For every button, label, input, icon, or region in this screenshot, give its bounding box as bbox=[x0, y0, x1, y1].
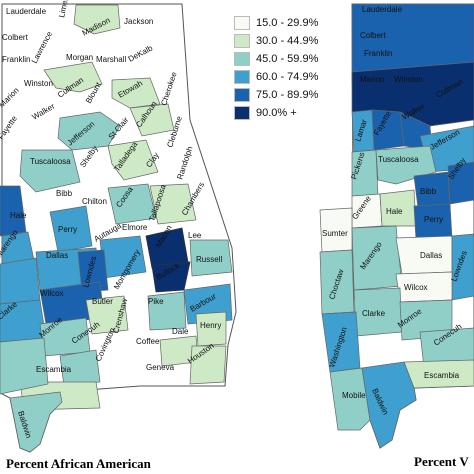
right-label-mobile: Mobile bbox=[342, 391, 366, 400]
right-label-tuscaloosa: Tuscaloosa bbox=[378, 155, 419, 164]
left-region-talladega bbox=[107, 139, 159, 181]
left-label-dallas: Dallas bbox=[46, 251, 68, 260]
left-region-marengo bbox=[0, 257, 41, 305]
left-label-franklin: Franklin bbox=[2, 55, 30, 64]
left-region-baldwin bbox=[9, 391, 63, 453]
right-region-marengo bbox=[351, 225, 403, 291]
legend-label: 90.0% + bbox=[256, 107, 297, 119]
left-label-russell: Russell bbox=[196, 255, 222, 264]
left-label-dale: Dale bbox=[172, 327, 189, 336]
left-label-escambia: Escambia bbox=[36, 365, 72, 374]
left-region-north-b bbox=[43, 61, 103, 93]
left-region-butler bbox=[85, 295, 129, 335]
left-region-conecuh bbox=[59, 349, 101, 387]
right-label-dallas: Dallas bbox=[420, 251, 442, 260]
left-label-jackson: Jackson bbox=[124, 17, 153, 26]
right-label-bibb: Bibb bbox=[420, 187, 437, 196]
legend-item: 15.0 - 29.9% bbox=[234, 14, 344, 32]
right-label-franklin: Franklin bbox=[364, 49, 392, 58]
left-region-coosa bbox=[107, 183, 157, 225]
legend-item: 45.0 - 59.9% bbox=[234, 50, 344, 68]
left-label-henry: Henry bbox=[200, 321, 221, 330]
legend-swatch bbox=[234, 106, 250, 120]
right-label-marion: Marion bbox=[360, 75, 384, 84]
legend-swatch bbox=[234, 70, 250, 84]
left-region-perry bbox=[49, 205, 93, 253]
legend-item: 30.0 - 44.9% bbox=[234, 32, 344, 50]
right-label-clarke: Clarke bbox=[362, 309, 386, 318]
legend-item: 60.0 - 74.9% bbox=[234, 68, 344, 86]
left-region-tuscaloosa bbox=[19, 149, 81, 193]
right-label-winston: Winston bbox=[394, 75, 423, 84]
legend-label: 60.0 - 74.9% bbox=[256, 71, 319, 83]
right-label-hale: Hale bbox=[386, 207, 403, 216]
right-label-colbert: Colbert bbox=[360, 31, 387, 40]
left-label-tuscaloosa: Tuscaloosa bbox=[30, 157, 71, 166]
left-region-south-west bbox=[0, 337, 49, 395]
left-label-butler: Butler bbox=[92, 297, 113, 306]
left-map: Lauderdale Limestone Madison Jackson Col… bbox=[0, 0, 237, 453]
legend-swatch bbox=[234, 34, 250, 48]
right-label-escambia: Escambia bbox=[424, 371, 460, 380]
left-region-calhoun bbox=[129, 103, 175, 137]
right-region-baldwin bbox=[361, 361, 417, 449]
right-map: Lauderdale Colbert Franklin Marion Winst… bbox=[319, 3, 474, 449]
left-label-pike: Pike bbox=[148, 297, 164, 306]
left-label-hale: Hale bbox=[10, 211, 27, 220]
right-label-wilcox: Wilcox bbox=[404, 283, 428, 292]
left-label-chilton: Chilton bbox=[82, 197, 107, 206]
legend-label: 30.0 - 44.9% bbox=[256, 35, 319, 47]
legend-label: 45.0 - 59.9% bbox=[256, 53, 319, 65]
left-region-tallapoosa bbox=[149, 183, 197, 225]
left-label-morgan: Morgan bbox=[66, 53, 93, 62]
left-label-wilcox: Wilcox bbox=[40, 289, 64, 298]
legend-swatch bbox=[234, 52, 250, 66]
left-region-houston bbox=[189, 345, 227, 385]
left-label-lauderdale: Lauderdale bbox=[6, 7, 47, 16]
left-label-marshall: Marshall bbox=[96, 55, 126, 64]
legend-label: 75.0 - 89.9% bbox=[256, 89, 319, 101]
left-region-russell bbox=[189, 239, 233, 277]
left-label-elmore: Elmore bbox=[122, 223, 148, 232]
left-label-lee: Lee bbox=[188, 231, 202, 240]
right-map-caption: Percent V bbox=[414, 454, 469, 469]
left-map-caption: Percent African American bbox=[6, 456, 151, 471]
left-label-colbert: Colbert bbox=[2, 33, 29, 42]
right-label-lauderdale: Lauderdale bbox=[362, 5, 403, 14]
right-region-conecuh bbox=[419, 327, 474, 369]
right-label-sumter: Sumter bbox=[322, 229, 348, 238]
legend-item: 75.0 - 89.9% bbox=[234, 86, 344, 104]
legend-swatch bbox=[234, 16, 250, 30]
right-label-perry: Perry bbox=[424, 215, 443, 224]
left-label-winston: Winston bbox=[24, 79, 53, 88]
left-region-pike bbox=[147, 291, 187, 331]
legend-label: 15.0 - 29.9% bbox=[256, 17, 319, 29]
right-region-north bbox=[351, 3, 474, 85]
left-region-etowah bbox=[111, 77, 161, 109]
left-label-perry: Perry bbox=[58, 225, 77, 234]
right-region-mobile bbox=[329, 367, 371, 431]
left-label-bibb: Bibb bbox=[56, 189, 73, 198]
legend-swatch bbox=[234, 88, 250, 102]
legend: 15.0 - 29.9% 30.0 - 44.9% 45.0 - 59.9% 6… bbox=[234, 14, 344, 122]
legend-item: 90.0% + bbox=[234, 104, 344, 122]
left-region-north-a bbox=[73, 4, 121, 35]
left-label-geneva: Geneva bbox=[146, 363, 175, 372]
left-label-coffee: Coffee bbox=[136, 337, 160, 346]
left-region-henry bbox=[195, 311, 227, 347]
left-region-lowndes bbox=[77, 249, 109, 293]
